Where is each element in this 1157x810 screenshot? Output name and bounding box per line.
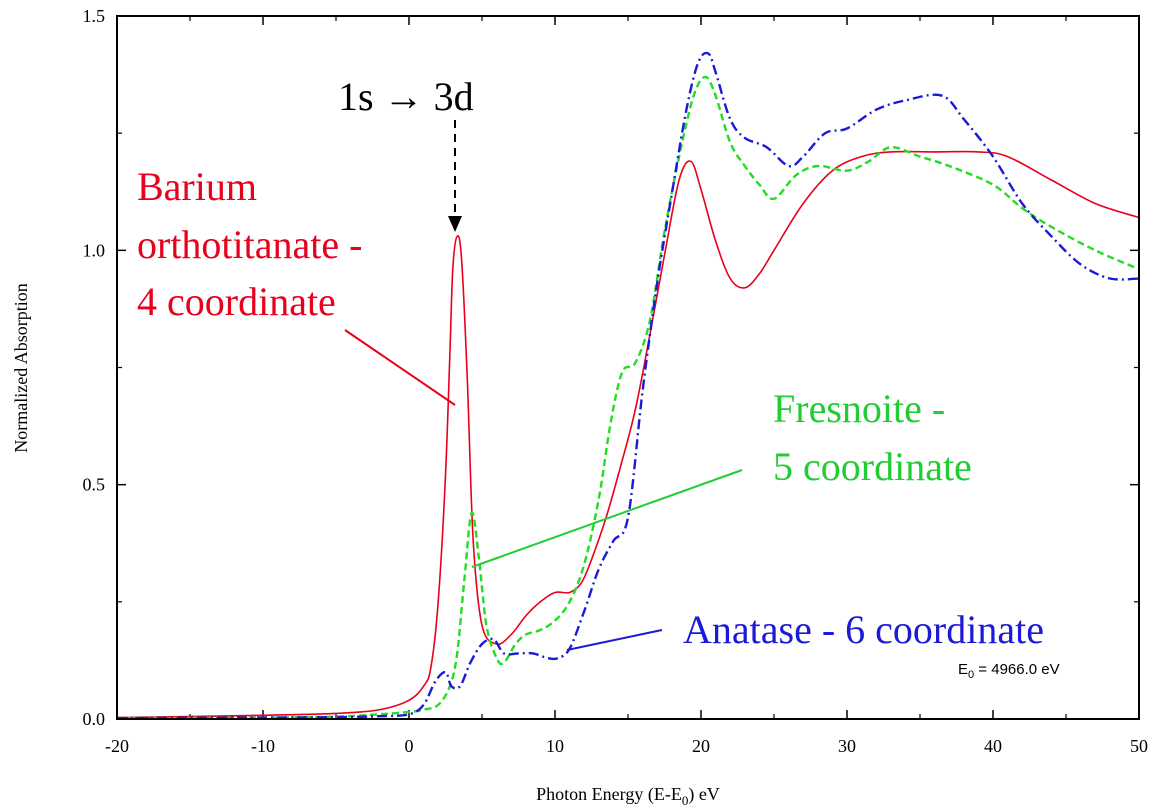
fresnoite-label-line1: Fresnoite - [773,386,945,431]
x-axis-title-subscript: 0 [682,793,689,808]
x-tick-label: 10 [546,736,564,756]
y-axis-title: Normalized Absorption [11,283,31,452]
x-tick-label: 40 [984,736,1002,756]
x-tick-label: 20 [692,736,710,756]
barium-label-line2: orthotitanate - [137,222,362,267]
x-tick-label: 30 [838,736,856,756]
barium-label-line3: 4 coordinate [137,279,336,324]
x-axis-title: Photon Energy (E-E0) eV [536,784,720,808]
e0-note-subscript: 0 [968,669,974,681]
barium-pointer [344,329,456,406]
x-tick-label: 50 [1130,736,1148,756]
x-tick-label: 0 [405,736,414,756]
e0-note-value: = 4966.0 eV [974,661,1060,678]
x-axis-title-suffix: ) eV [688,784,719,805]
transition-arrowhead [448,216,462,232]
series-line-fresnoite [116,75,1140,720]
series-line-anatase [116,51,1140,720]
y-tick-label: 1.5 [83,6,106,26]
transition-label: 1s → 3d [338,74,474,119]
anatase-pointer [566,629,663,651]
fresnoite-label-line2: 5 coordinate [773,444,972,489]
plot-frame [116,15,1140,720]
x-tick-label: -10 [251,736,275,756]
y-tick-label: 1.0 [83,240,106,260]
barium-label-line1: Barium [137,164,257,209]
anatase-label: Anatase - 6 coordinate [683,607,1044,652]
y-tick-label: 0.0 [83,709,106,729]
x-axis-title-main: Photon Energy (E-E [536,784,682,805]
x-tick-label: -20 [105,736,129,756]
series-lines [116,51,1140,720]
y-tick-label: 0.5 [83,475,106,495]
e0-note: E0 = 4966.0 eV [958,661,1060,681]
fresnoite-pointer [471,469,743,568]
series-line-barium-orthotitanate [116,150,1140,719]
e0-note-prefix: E [958,661,968,678]
tick-labels: -20 -10 0 10 20 30 40 50 0.0 0.5 1.0 1.5 [83,6,1149,756]
